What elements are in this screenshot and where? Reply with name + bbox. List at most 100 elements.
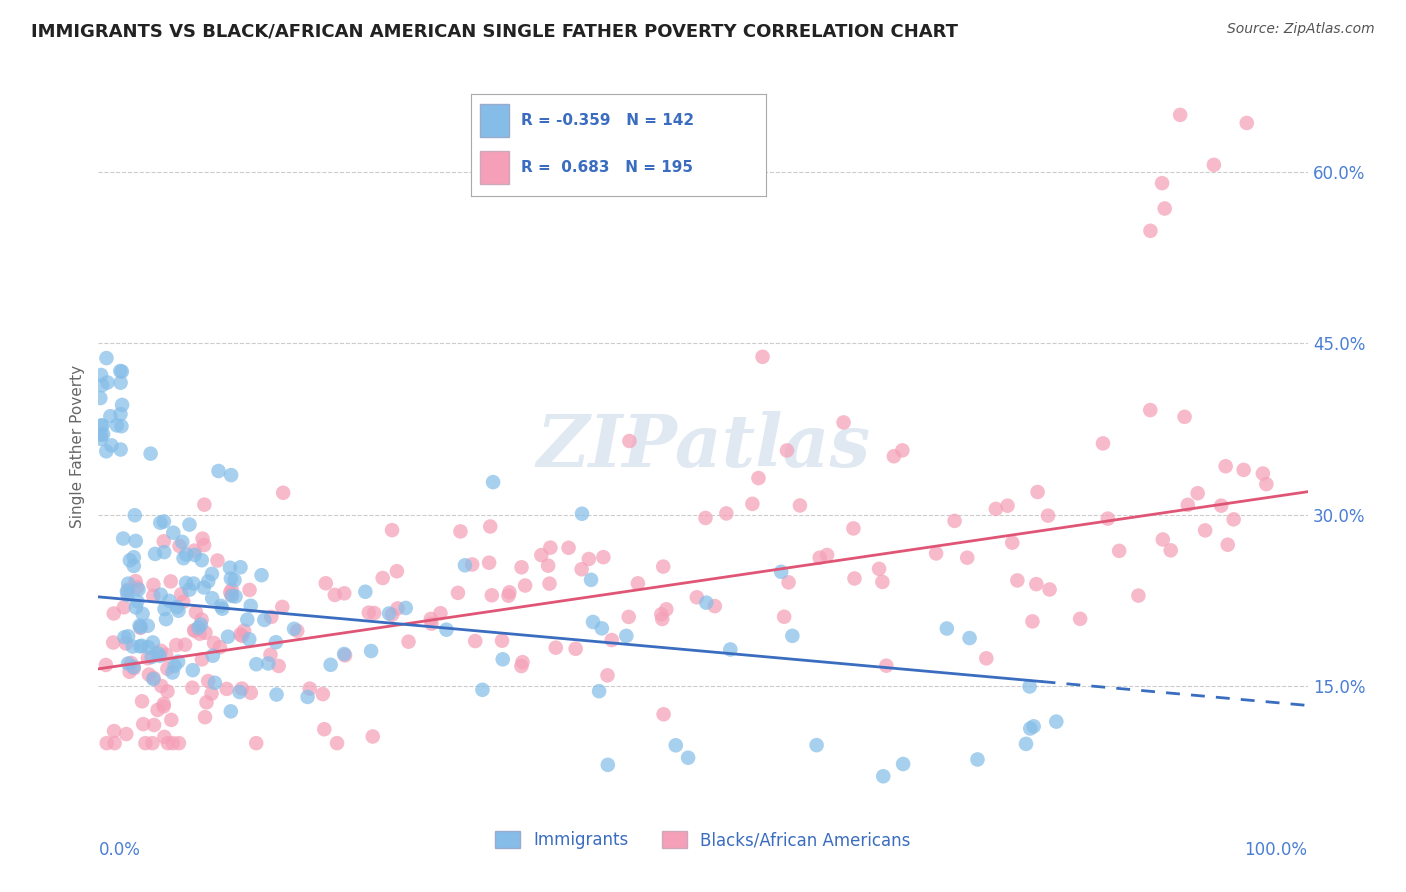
Point: [157, 594, 180, 608]
Point: [420, 616, 443, 631]
Point: [136, 619, 159, 633]
Legend: Immigrants, Blacks/African Americans: Immigrants, Blacks/African Americans: [488, 824, 918, 856]
Point: [1025, 577, 1047, 591]
Point: [741, 497, 763, 511]
Point: [219, 585, 242, 599]
Point: [183, 624, 205, 638]
Text: ZIPatlas: ZIPatlas: [536, 410, 870, 482]
Point: [298, 681, 321, 696]
Point: [872, 574, 894, 589]
Point: [354, 584, 377, 599]
Point: [183, 576, 205, 591]
Point: [267, 659, 290, 673]
Point: [103, 635, 125, 649]
Point: [1236, 116, 1258, 130]
Point: [655, 602, 678, 616]
Point: [1168, 108, 1191, 122]
Point: [156, 662, 179, 676]
Point: [172, 535, 194, 549]
Point: [156, 684, 179, 698]
Point: [510, 659, 533, 673]
Point: [121, 640, 143, 654]
Point: [997, 499, 1019, 513]
Point: [776, 443, 799, 458]
Point: [111, 365, 134, 379]
Point: [264, 635, 287, 649]
Point: [592, 550, 614, 565]
Point: [686, 591, 709, 605]
Point: [596, 757, 619, 772]
Point: [195, 695, 218, 709]
Point: [239, 686, 262, 700]
Point: [1194, 524, 1216, 538]
Point: [125, 533, 148, 548]
Point: [193, 498, 215, 512]
Point: [127, 580, 149, 594]
Point: [718, 642, 741, 657]
Point: [112, 600, 135, 615]
Point: [808, 550, 831, 565]
Point: [1251, 467, 1274, 481]
Point: [1152, 176, 1174, 190]
Point: [360, 644, 382, 658]
Point: [285, 624, 308, 638]
Point: [221, 582, 243, 597]
Point: [233, 624, 256, 638]
Point: [868, 562, 890, 576]
Point: [176, 548, 198, 562]
Point: [115, 636, 138, 650]
Point: [149, 516, 172, 530]
Point: [1022, 719, 1045, 733]
Point: [891, 443, 914, 458]
Point: [96, 736, 118, 750]
Point: [193, 581, 215, 595]
Point: [229, 627, 252, 641]
Point: [588, 684, 610, 698]
Point: [1091, 436, 1114, 450]
Point: [207, 464, 229, 478]
Point: [96, 444, 118, 458]
Point: [479, 519, 502, 533]
Point: [773, 609, 796, 624]
Point: [139, 447, 162, 461]
Point: [141, 650, 163, 665]
Point: [202, 636, 225, 650]
Point: [935, 622, 957, 636]
Point: [149, 648, 172, 663]
Point: [120, 656, 142, 670]
Point: [112, 630, 135, 644]
Point: [160, 713, 183, 727]
Point: [200, 687, 222, 701]
Point: [91, 378, 114, 392]
Point: [112, 532, 135, 546]
Point: [695, 511, 717, 525]
Point: [122, 660, 145, 674]
Point: [617, 610, 640, 624]
Point: [512, 655, 534, 669]
Point: [143, 718, 166, 732]
Point: [238, 582, 260, 597]
Point: [579, 573, 602, 587]
Point: [515, 578, 537, 592]
Point: [257, 657, 280, 671]
Point: [1233, 463, 1256, 477]
Point: [201, 566, 224, 581]
Point: [925, 546, 948, 560]
Point: [1018, 680, 1040, 694]
Point: [142, 672, 165, 686]
Point: [183, 543, 205, 558]
Point: [194, 625, 217, 640]
Point: [193, 538, 215, 552]
Point: [103, 607, 125, 621]
Point: [138, 667, 160, 681]
Point: [229, 560, 252, 574]
Point: [695, 596, 717, 610]
Point: [90, 418, 112, 433]
Point: [361, 730, 384, 744]
Point: [751, 350, 773, 364]
Point: [1152, 533, 1174, 547]
Point: [770, 565, 793, 579]
Point: [143, 547, 166, 561]
Point: [323, 588, 346, 602]
Point: [530, 548, 553, 562]
